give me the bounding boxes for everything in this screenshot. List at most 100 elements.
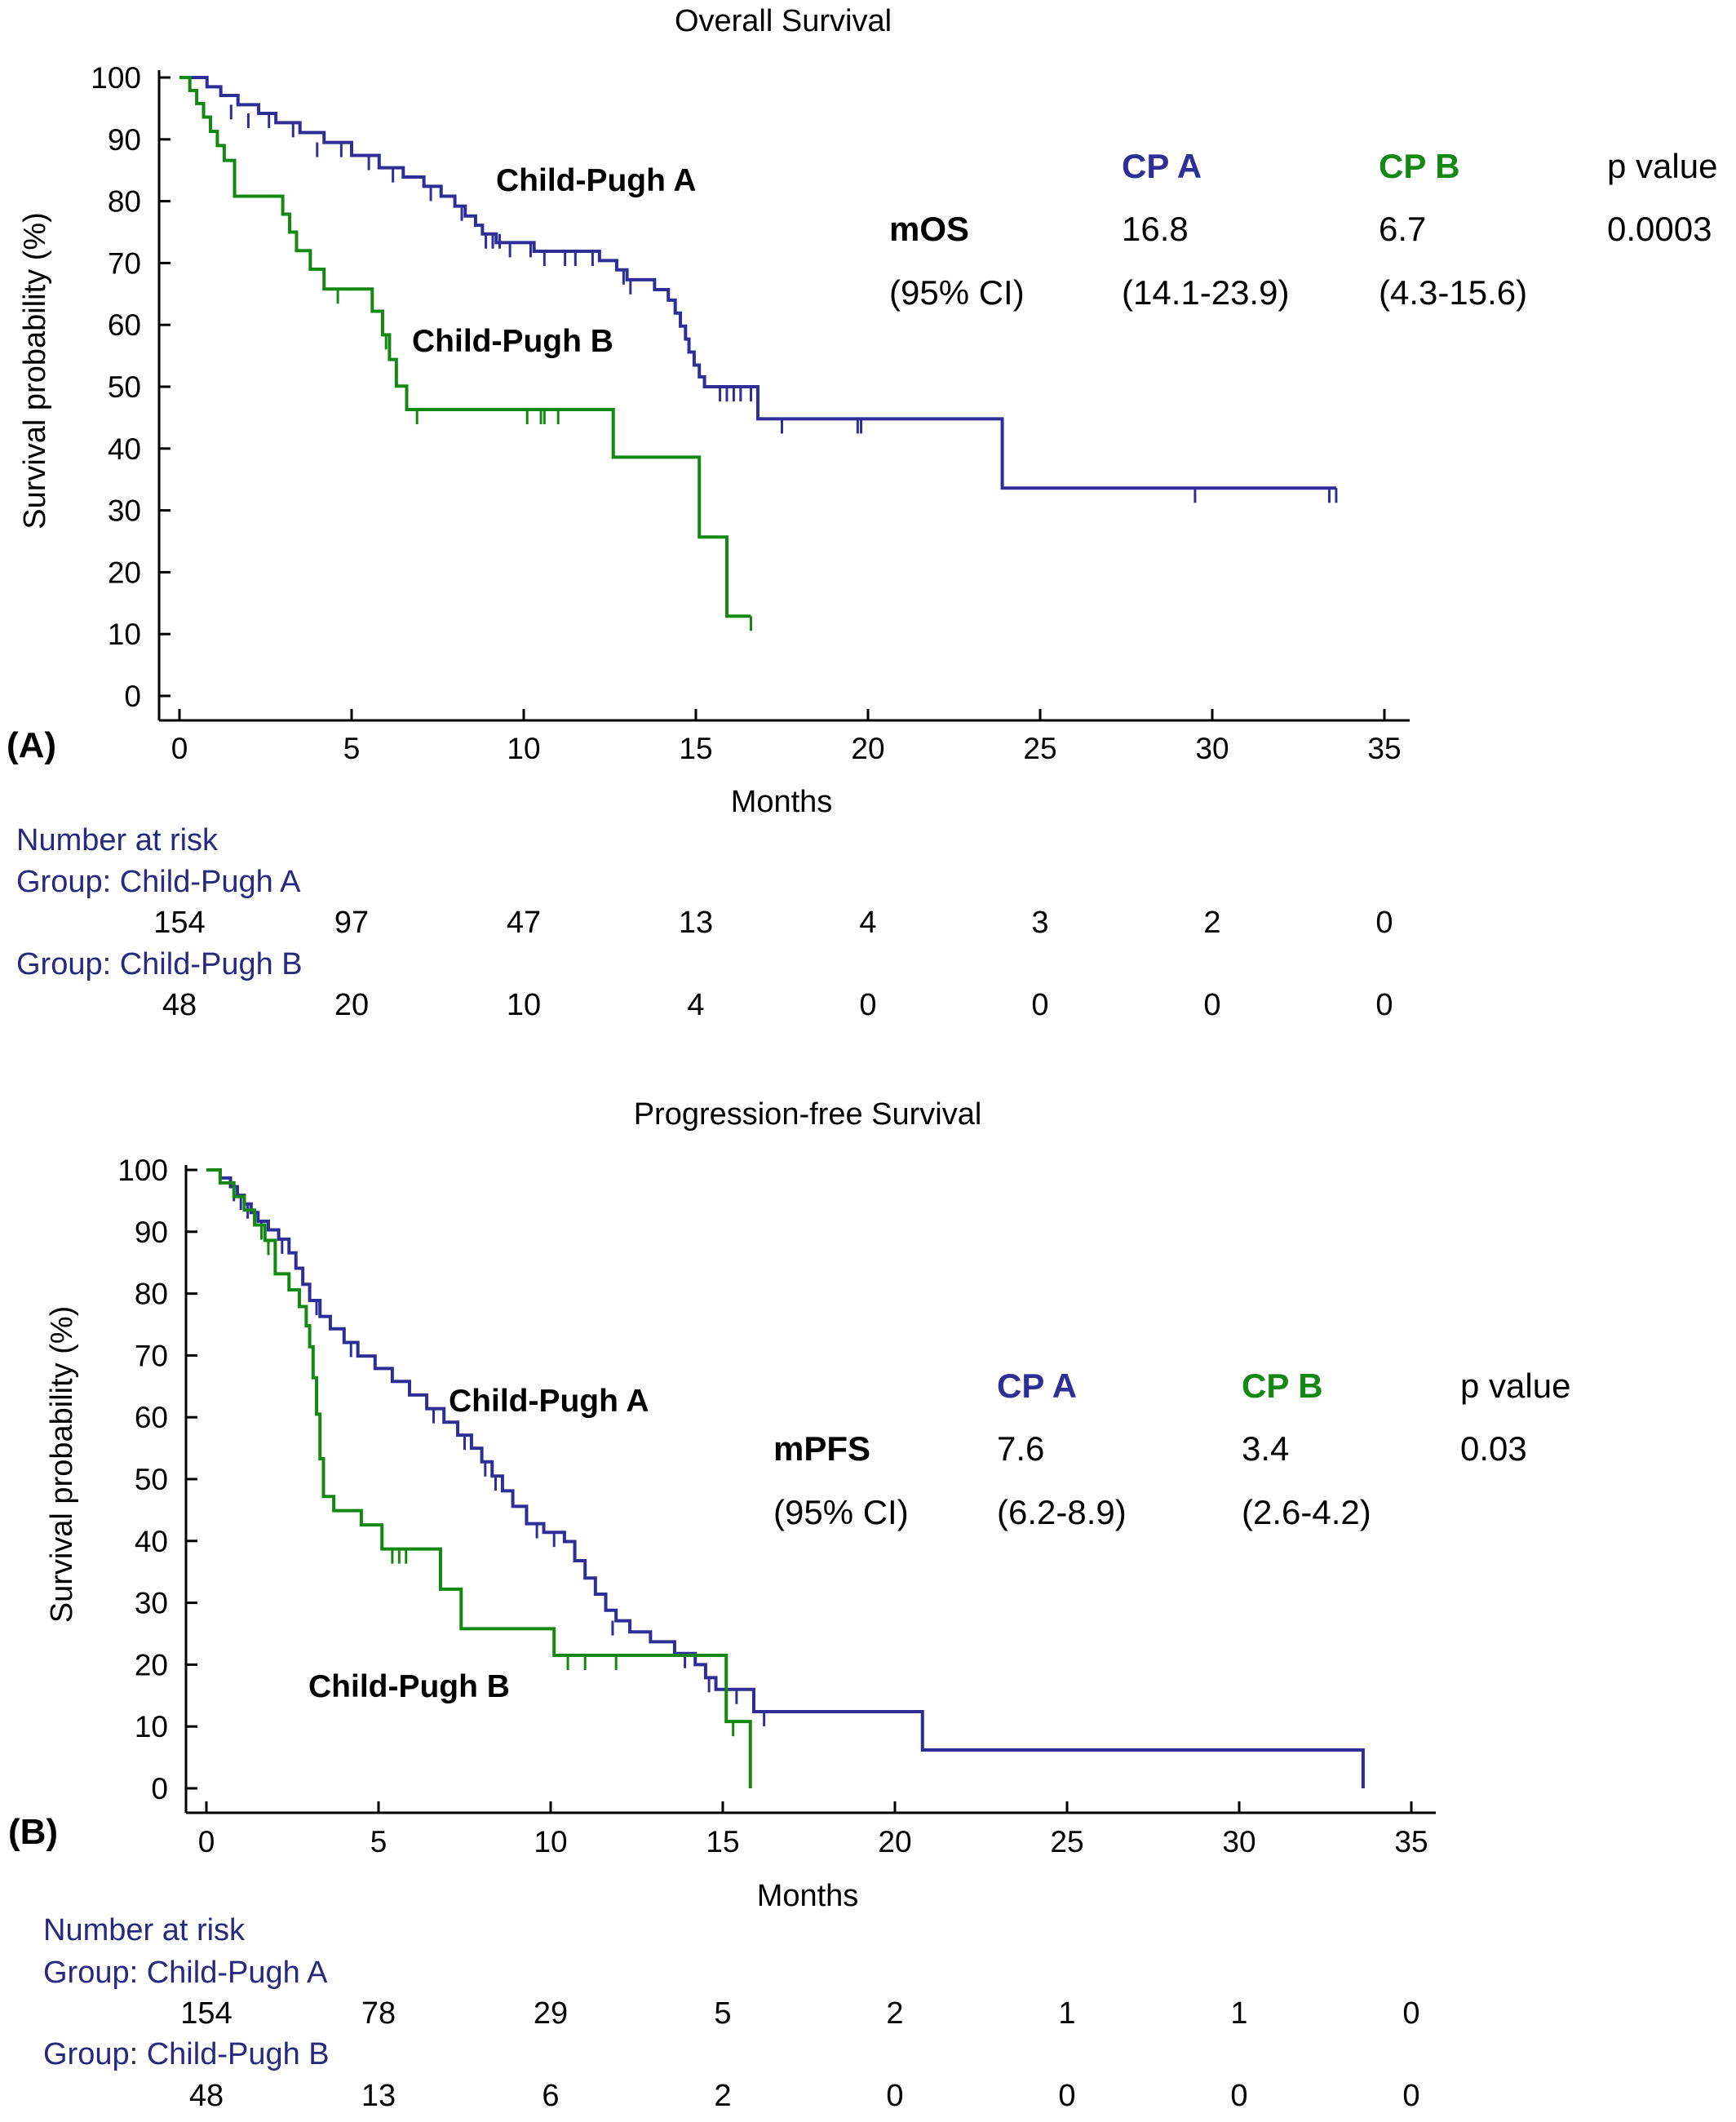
- y-tick-label: 30: [135, 1587, 168, 1620]
- y-tick-label: 0: [151, 1772, 168, 1805]
- table-median-cp-a: 16.8: [1122, 210, 1189, 248]
- x-tick-label: 10: [534, 1825, 567, 1858]
- y-axis-label: Survival probability (%): [45, 1306, 79, 1624]
- y-tick-label: 60: [108, 308, 141, 342]
- risk-group-b-count: 2: [714, 2079, 731, 2113]
- risk-group-b-count: 0: [1230, 2079, 1247, 2113]
- risk-group-a-count: 29: [534, 1996, 568, 2031]
- risk-group-a-label: Group: Child-Pugh A: [16, 865, 301, 899]
- y-tick-label: 70: [135, 1339, 168, 1372]
- panel-label: (B): [8, 1812, 58, 1852]
- x-tick-label: 0: [171, 732, 188, 765]
- risk-group-a-count: 0: [1402, 1996, 1419, 2031]
- table-p-value: 0.03: [1460, 1429, 1527, 1468]
- child-pugh-b-curve: [179, 76, 751, 618]
- y-tick-label: 20: [135, 1648, 168, 1681]
- risk-group-b-count: 10: [507, 988, 541, 1022]
- chart-title: Progression-free Survival: [634, 1097, 982, 1132]
- risk-group-b-count: 0: [1058, 2079, 1075, 2113]
- risk-group-a-count: 154: [180, 1996, 232, 2031]
- risk-group-b-count: 6: [542, 2079, 559, 2113]
- panel-a: Overall Survival(A) 0 5 10 15 20 25 30 350102030…: [7, 4, 1717, 1022]
- risk-group-b-count: 0: [1203, 988, 1220, 1022]
- risk-group-a-count: 97: [334, 906, 369, 940]
- risk-group-a-count: 1: [1058, 1996, 1075, 2031]
- table-row-median-label: mOS: [889, 210, 969, 248]
- table-ci-cp-a: (14.1-23.9): [1122, 273, 1289, 312]
- chart-title: Overall Survival: [675, 4, 892, 38]
- x-tick-label: 10: [507, 732, 540, 765]
- table-ci-cp-a: (6.2-8.9): [997, 1493, 1127, 1531]
- y-tick-label: 50: [108, 370, 141, 404]
- risk-group-a-count: 5: [714, 1996, 731, 2031]
- risk-group-b-count: 13: [361, 2079, 396, 2113]
- x-tick-label: 20: [851, 732, 884, 765]
- table-header-cp-a: CP A: [1122, 147, 1202, 185]
- x-tick-label: 25: [1023, 732, 1056, 765]
- risk-group-a-count: 78: [361, 1996, 396, 2031]
- table-header-cp-a: CP A: [997, 1367, 1077, 1405]
- y-tick-label: 100: [117, 1154, 168, 1187]
- x-tick-label: 30: [1195, 732, 1229, 765]
- x-tick-label: 20: [878, 1825, 911, 1858]
- y-tick-label: 100: [91, 61, 141, 95]
- risk-group-b-count: 48: [189, 2079, 224, 2113]
- table-header-cp-b: CP B: [1242, 1367, 1323, 1405]
- y-tick-label: 90: [108, 123, 141, 157]
- y-tick-label: 30: [108, 494, 141, 528]
- risk-group-a-count: 2: [886, 1996, 903, 2031]
- table-median-cp-b: 3.4: [1242, 1429, 1289, 1468]
- x-tick-label: 0: [198, 1825, 215, 1858]
- table-ci-cp-b: (2.6-4.2): [1242, 1493, 1371, 1531]
- table-p-value: 0.0003: [1607, 210, 1712, 248]
- y-tick-label: 60: [135, 1401, 168, 1434]
- risk-group-b-label: Group: Child-Pugh B: [16, 947, 303, 981]
- table-header-p-value: p value: [1607, 147, 1717, 185]
- x-axis-label: Months: [757, 1879, 859, 1913]
- risk-group-a-count: 154: [153, 906, 205, 940]
- y-tick-label: 80: [108, 185, 141, 219]
- child-pugh-a-curve: [206, 1168, 1365, 1788]
- risk-group-a-count: 2: [1203, 906, 1220, 940]
- risk-group-b-count: 0: [1402, 2079, 1419, 2113]
- x-tick-label: 5: [343, 732, 361, 765]
- y-tick-label: 10: [108, 618, 141, 651]
- child-pugh-b-curve: [206, 1168, 752, 1788]
- risk-group-b-count: 4: [687, 988, 704, 1022]
- table-header-p-value: p value: [1460, 1367, 1570, 1405]
- risk-group-a-count: 47: [507, 906, 541, 940]
- x-tick-label: 25: [1050, 1825, 1083, 1858]
- table-row-ci-label: (95% CI): [773, 1493, 909, 1531]
- x-tick-label: 35: [1394, 1825, 1428, 1858]
- x-axis-label: Months: [731, 785, 833, 819]
- table-row-ci-label: (95% CI): [889, 273, 1025, 312]
- y-tick-label: 80: [135, 1278, 168, 1311]
- x-tick-label: 30: [1222, 1825, 1256, 1858]
- table-ci-cp-b: (4.3-15.6): [1379, 273, 1527, 312]
- panel-b: Progression-free Survival(B) 0 5 10 15 20 25 30…: [8, 1097, 1570, 2113]
- risk-group-b-count: 48: [162, 988, 197, 1022]
- risk-group-b-count: 0: [886, 2079, 903, 2113]
- table-median-cp-b: 6.7: [1379, 210, 1426, 248]
- table-header-cp-b: CP B: [1379, 147, 1460, 185]
- risk-group-b-count: 0: [859, 988, 876, 1022]
- y-tick-label: 10: [135, 1710, 168, 1743]
- risk-group-a-count: 3: [1031, 906, 1048, 940]
- curve-label-a: Child-Pugh A: [496, 163, 697, 198]
- table-row-median-label: mPFS: [773, 1429, 870, 1468]
- curve-label-a: Child-Pugh A: [449, 1384, 649, 1419]
- y-axis-label: Survival probability (%): [18, 212, 52, 529]
- risk-table-title: Number at risk: [16, 823, 219, 857]
- curve-label-b: Child-Pugh B: [308, 1669, 510, 1704]
- child-pugh-a-curve: [179, 76, 1336, 490]
- x-tick-label: 15: [706, 1825, 739, 1858]
- risk-group-a-count: 1: [1230, 1996, 1247, 2031]
- x-tick-label: 5: [370, 1825, 388, 1858]
- risk-group-a-count: 4: [859, 906, 876, 940]
- x-tick-label: 35: [1367, 732, 1401, 765]
- curve-label-b: Child-Pugh B: [412, 324, 613, 359]
- risk-group-a-count: 0: [1375, 906, 1393, 940]
- y-tick-label: 50: [135, 1463, 168, 1496]
- risk-group-a-label: Group: Child-Pugh A: [43, 1956, 328, 1990]
- y-tick-label: 40: [108, 432, 141, 466]
